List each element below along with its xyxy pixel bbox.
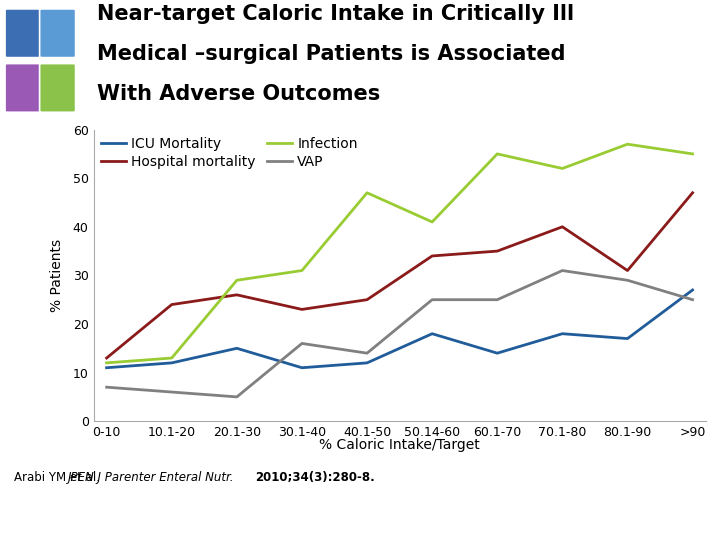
Text: 2010;34(3):280-8.: 2010;34(3):280-8. (256, 471, 375, 484)
FancyBboxPatch shape (40, 64, 76, 112)
FancyBboxPatch shape (5, 9, 41, 58)
Text: Arabi YM et al.: Arabi YM et al. (14, 471, 104, 484)
FancyBboxPatch shape (40, 9, 76, 58)
Text: Medical –surgical Patients is Associated: Medical –surgical Patients is Associated (97, 44, 566, 64)
Text: % Caloric Intake/Target: % Caloric Intake/Target (319, 438, 480, 453)
Legend: ICU Mortality, Hospital mortality, Infection, VAP: ICU Mortality, Hospital mortality, Infec… (101, 137, 358, 168)
Y-axis label: % Patients: % Patients (50, 239, 64, 312)
Text: JPEN J Parenter Enteral Nutr.: JPEN J Parenter Enteral Nutr. (68, 471, 238, 484)
Text: With Adverse Outcomes: With Adverse Outcomes (97, 84, 380, 104)
FancyBboxPatch shape (5, 64, 41, 112)
Text: Near-target Caloric Intake in Critically Ill: Near-target Caloric Intake in Critically… (97, 4, 575, 24)
